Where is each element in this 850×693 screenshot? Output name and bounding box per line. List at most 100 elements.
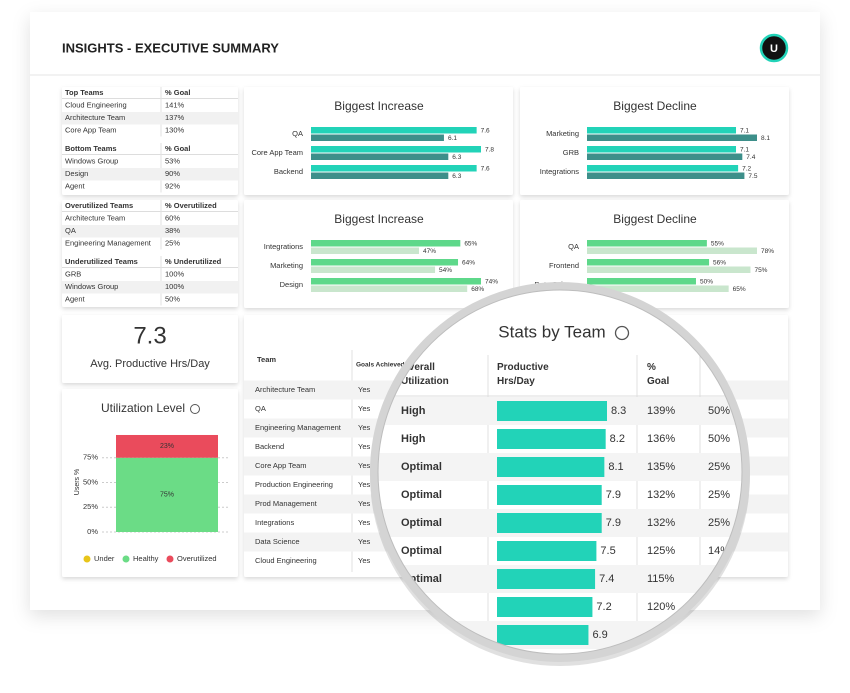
value-label: 7.1: [740, 147, 749, 154]
bar: [587, 259, 710, 266]
goal-cell: 135%: [647, 461, 675, 473]
under-cell: 25%: [708, 461, 730, 473]
bar: [311, 285, 468, 292]
team-name: QA: [255, 404, 266, 413]
team-name: Data Science: [255, 537, 300, 546]
bar: [311, 134, 444, 141]
row-stripe: [62, 168, 238, 181]
hours-bar: [497, 401, 607, 421]
bar: [587, 153, 743, 160]
avatar[interactable]: [759, 33, 789, 63]
value-label: 6.3: [452, 154, 461, 161]
lens-rim-inner: [377, 289, 743, 655]
bar: [587, 134, 757, 141]
bar: [311, 240, 461, 247]
value-label: 47%: [423, 248, 436, 255]
info-icon[interactable]: [614, 325, 630, 341]
table-header: % Overutilized: [165, 201, 217, 210]
team-name: Integrations: [255, 518, 294, 527]
value-label: 64%: [462, 260, 475, 267]
avatar-initial[interactable]: U: [770, 43, 778, 55]
value-label: 7.8: [485, 147, 494, 154]
team-name: Engineering Management: [65, 238, 152, 247]
under-cell: 50%: [708, 433, 730, 445]
value-label: 55%: [711, 241, 724, 248]
row-stripe: [62, 225, 238, 238]
info-icon[interactable]: [190, 404, 200, 414]
team-name: Design: [65, 169, 88, 178]
panel-title: Biggest Decline: [613, 212, 697, 226]
bar: [587, 285, 729, 292]
value-label: 6.3: [452, 173, 461, 180]
value-label: 65%: [733, 286, 746, 293]
category-label: GRB: [563, 148, 579, 157]
utilization-cell: Optimal: [401, 489, 442, 501]
goal-cell: 125%: [647, 545, 675, 557]
team-name: Core App Team: [255, 461, 307, 470]
kpi-label: Avg. Productive Hrs/Day: [90, 358, 210, 370]
lens-title: Stats by Team: [498, 322, 605, 341]
under-cell: 25%: [708, 517, 730, 529]
hours-label: 7.9: [606, 489, 621, 501]
hours-bar: [497, 597, 593, 617]
value-label: 7.6: [481, 128, 490, 135]
team-name: Architecture Team: [255, 385, 315, 394]
y-tick-label: 0%: [87, 527, 98, 536]
bar: [311, 278, 481, 285]
team-name: Cloud Engineering: [65, 100, 127, 109]
value-label: 23%: [160, 443, 174, 450]
hours-label: 7.9: [606, 517, 621, 529]
bar: [311, 153, 449, 160]
value-label: 75%: [160, 492, 174, 499]
team-name: Prod Management: [255, 499, 318, 508]
bar: [587, 266, 751, 273]
goal-cell: Yes: [358, 518, 370, 527]
team-name: Windows Group: [65, 156, 118, 165]
value-label: 7.5: [748, 173, 757, 180]
hours-bar: [497, 429, 606, 449]
table-header: Goals Achieved: [356, 362, 405, 369]
panel-title: Biggest Decline: [613, 99, 697, 113]
bar: [311, 247, 419, 254]
table-header: Top Teams: [65, 88, 103, 97]
team-value: 53%: [165, 156, 180, 165]
bar: [587, 247, 757, 254]
team-value: 137%: [165, 113, 185, 122]
value-label: 56%: [713, 260, 726, 267]
hours-label: 8.1: [608, 461, 623, 473]
bar: [311, 266, 436, 273]
value-label: 7.1: [740, 128, 749, 135]
goal-cell: Yes: [358, 385, 370, 394]
goal-cell: Yes: [358, 423, 370, 432]
goal-cell: Yes: [358, 480, 370, 489]
team-name: Cloud Engineering: [255, 556, 317, 565]
goal-cell: 132%: [647, 489, 675, 501]
row-stripe: [62, 112, 238, 125]
team-value: 90%: [165, 169, 180, 178]
legend-swatch: [83, 555, 91, 563]
team-name: GRB: [65, 269, 81, 278]
utilization-cell: Optimal: [401, 461, 442, 473]
lens-rim: [370, 282, 750, 662]
hours-bar: [497, 485, 602, 505]
team-name: Agent: [65, 294, 86, 303]
team-value: 100%: [165, 269, 185, 278]
category-label: Backend: [274, 167, 303, 176]
panel-title: Biggest Increase: [334, 99, 424, 113]
table-header: % Underutilized: [165, 257, 222, 266]
y-axis-label: Users %: [74, 469, 81, 495]
team-name: Backend: [255, 442, 284, 451]
table-header: Underutilized Teams: [65, 257, 138, 266]
table-header: Overutilized Teams: [65, 201, 133, 210]
table-header: Bottom Teams: [65, 144, 117, 153]
value-label: 6.1: [448, 135, 457, 142]
table-header: % Goal: [165, 144, 190, 153]
utilization-cell: Optimal: [401, 545, 442, 557]
team-value: 92%: [165, 181, 180, 190]
bar: [587, 146, 737, 153]
value-label: 7.6: [481, 166, 490, 173]
y-tick-label: 50%: [83, 477, 98, 486]
hours-bar: [497, 541, 597, 561]
team-value: 25%: [165, 238, 180, 247]
